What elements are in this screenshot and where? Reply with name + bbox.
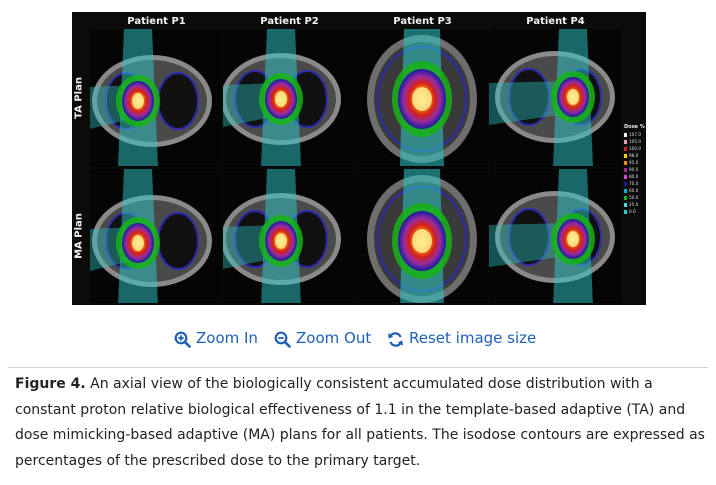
legend-swatch [624,133,627,137]
legend-entry: 70.0 [624,181,646,187]
legend-swatch [624,210,627,214]
legend-entry: 107.0 [624,132,646,138]
legend-swatch [624,140,627,144]
column-title-p2: Patient P2 [260,16,319,27]
legend-swatch [624,196,627,200]
legend-label: 105.0 [629,139,641,144]
legend-label: 25.0 [629,202,639,207]
legend-entry: 50.0 [624,195,646,201]
legend-entry: 90.0 [624,167,646,173]
legend-swatch [624,175,627,179]
legend-entry: 80.0 [624,174,646,180]
zoom-out-icon [274,331,291,348]
dose-panel [90,29,222,167]
legend-entry: 98.0 [624,153,646,159]
ct-dose-image [367,169,477,303]
legend-swatch [624,161,627,165]
dose-panel [223,169,355,303]
legend-label: 70.0 [629,181,639,186]
dose-panel [223,29,355,167]
legend-swatch [624,154,627,158]
legend-title: Dose % [624,124,645,130]
legend-entry: 105.0 [624,139,646,145]
ct-dose-image [489,169,615,303]
ct-dose-image [90,169,212,303]
dose-panel [356,169,488,303]
legend-swatch [624,189,627,193]
ct-dose-image [489,29,615,166]
column-title-p4: Patient P4 [526,16,585,27]
zoom-in-label: Zoom In [196,329,258,347]
legend-label: 100.0 [629,146,641,151]
dose-legend: Dose % 107.0 105.0 100.0 98.0 95.0 90.0 80.0 70… [624,124,646,224]
legend-label: 60.0 [629,188,639,193]
legend-swatch [624,182,627,186]
ct-dose-image [223,29,341,166]
ct-dose-image [90,29,212,166]
figure-caption: Figure 4. An axial view of the biologica… [15,372,705,474]
legend-swatch [624,203,627,207]
zoom-out-label: Zoom Out [296,329,372,347]
legend-label: 107.0 [629,132,641,137]
refresh-icon [388,332,403,347]
dose-panel [90,169,222,303]
dose-panel [489,29,621,167]
figure-image: Patient P1 Patient P2 Patient P3 Patient… [72,12,646,305]
caption-divider [8,367,708,368]
row-title-ta: TA Plan [73,77,85,119]
legend-entry: 95.0 [624,160,646,166]
legend-label: 50.0 [629,195,639,200]
reset-image-size-label: Reset image size [409,329,537,347]
legend-label: 80.0 [629,174,639,179]
dose-panel [489,169,621,303]
ct-dose-image [367,29,477,166]
legend-label: 0.0 [629,209,636,214]
zoom-in-icon [174,331,191,348]
dose-panel [356,29,488,167]
column-title-p3: Patient P3 [393,16,452,27]
legend-entry: 100.0 [624,146,646,152]
caption-text: An axial view of the biologically consis… [15,376,705,469]
column-title-p1: Patient P1 [127,16,186,27]
legend-entry: 60.0 [624,188,646,194]
legend-entry: 25.0 [624,202,646,208]
zoom-controls: Zoom In Zoom Out Reset image size [0,328,716,348]
legend-swatch [624,147,627,151]
caption-label: Figure 4. [15,376,86,392]
row-title-ma: MA Plan [73,213,85,259]
legend-label: 98.0 [629,153,639,158]
legend-label: 90.0 [629,167,639,172]
ct-dose-image [223,169,341,303]
legend-swatch [624,168,627,172]
legend-entry: 0.0 [624,209,646,215]
legend-label: 95.0 [629,160,639,165]
